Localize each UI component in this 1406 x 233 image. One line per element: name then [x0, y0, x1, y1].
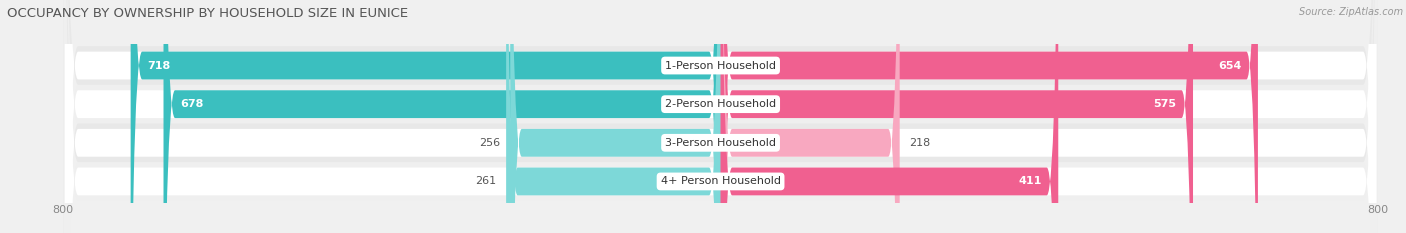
FancyBboxPatch shape — [506, 0, 721, 233]
FancyBboxPatch shape — [63, 0, 1378, 233]
Text: 261: 261 — [475, 176, 496, 186]
FancyBboxPatch shape — [65, 0, 1376, 233]
FancyBboxPatch shape — [163, 0, 721, 233]
Text: 678: 678 — [180, 99, 204, 109]
FancyBboxPatch shape — [65, 0, 1376, 233]
Text: 654: 654 — [1218, 61, 1241, 71]
FancyBboxPatch shape — [131, 0, 721, 233]
Text: 2-Person Household: 2-Person Household — [665, 99, 776, 109]
FancyBboxPatch shape — [721, 0, 900, 233]
FancyBboxPatch shape — [63, 0, 1378, 233]
Text: 256: 256 — [479, 138, 501, 148]
FancyBboxPatch shape — [510, 0, 721, 233]
Text: 4+ Person Household: 4+ Person Household — [661, 176, 780, 186]
FancyBboxPatch shape — [65, 0, 1376, 233]
Text: 718: 718 — [148, 61, 170, 71]
FancyBboxPatch shape — [721, 0, 1258, 233]
Text: 575: 575 — [1153, 99, 1177, 109]
FancyBboxPatch shape — [65, 0, 1376, 233]
Text: OCCUPANCY BY OWNERSHIP BY HOUSEHOLD SIZE IN EUNICE: OCCUPANCY BY OWNERSHIP BY HOUSEHOLD SIZE… — [7, 7, 408, 20]
Text: 1-Person Household: 1-Person Household — [665, 61, 776, 71]
Text: Source: ZipAtlas.com: Source: ZipAtlas.com — [1299, 7, 1403, 17]
FancyBboxPatch shape — [63, 0, 1378, 233]
Text: 3-Person Household: 3-Person Household — [665, 138, 776, 148]
Text: 218: 218 — [910, 138, 931, 148]
FancyBboxPatch shape — [721, 0, 1059, 233]
FancyBboxPatch shape — [721, 0, 1194, 233]
FancyBboxPatch shape — [63, 0, 1378, 233]
Text: 411: 411 — [1018, 176, 1042, 186]
